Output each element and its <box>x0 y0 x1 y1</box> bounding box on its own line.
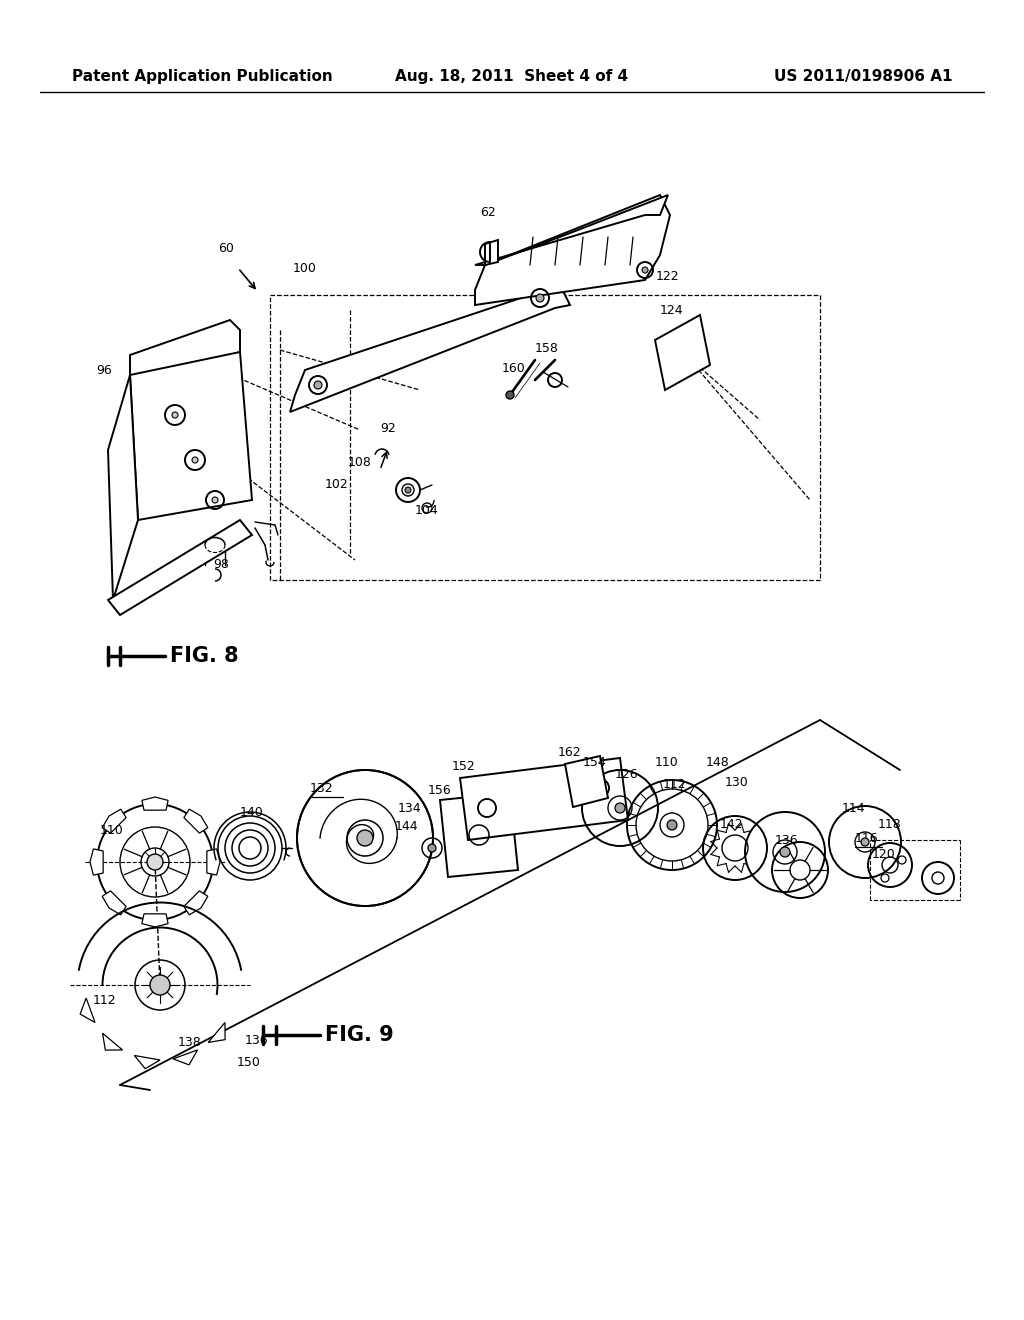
Text: FIG. 8: FIG. 8 <box>170 645 239 667</box>
Text: US 2011/0198906 A1: US 2011/0198906 A1 <box>773 69 952 83</box>
Circle shape <box>147 854 163 870</box>
Circle shape <box>536 294 544 302</box>
Text: 160: 160 <box>502 362 525 375</box>
Polygon shape <box>142 797 168 810</box>
Polygon shape <box>130 319 240 381</box>
Circle shape <box>861 838 869 846</box>
Text: 96: 96 <box>96 363 112 376</box>
Text: 150: 150 <box>237 1056 261 1068</box>
Circle shape <box>745 812 825 892</box>
Text: 62: 62 <box>480 206 496 219</box>
Circle shape <box>780 847 790 857</box>
Text: 134: 134 <box>398 801 422 814</box>
Text: 138: 138 <box>178 1035 202 1048</box>
Polygon shape <box>184 891 208 915</box>
Text: 118: 118 <box>878 817 902 830</box>
Text: 148: 148 <box>706 755 730 768</box>
Text: 110: 110 <box>100 824 124 837</box>
Polygon shape <box>655 315 710 389</box>
Polygon shape <box>475 195 670 305</box>
Circle shape <box>829 807 901 878</box>
Text: 112: 112 <box>663 779 687 792</box>
Text: 154: 154 <box>583 755 607 768</box>
Text: 60: 60 <box>218 242 233 255</box>
Circle shape <box>428 843 436 851</box>
Circle shape <box>172 412 178 418</box>
Polygon shape <box>173 1049 198 1065</box>
Text: 122: 122 <box>656 269 680 282</box>
Text: 144: 144 <box>395 820 419 833</box>
Text: 132: 132 <box>310 781 334 795</box>
Text: 124: 124 <box>660 304 684 317</box>
Text: 116: 116 <box>855 832 879 845</box>
Polygon shape <box>460 758 628 840</box>
Polygon shape <box>108 375 138 601</box>
Circle shape <box>212 498 218 503</box>
Polygon shape <box>90 849 103 875</box>
Text: 100: 100 <box>293 261 316 275</box>
Text: 114: 114 <box>842 801 865 814</box>
Polygon shape <box>565 756 608 807</box>
Polygon shape <box>207 849 220 875</box>
Text: 98: 98 <box>213 558 229 572</box>
Text: 130: 130 <box>725 776 749 788</box>
Text: 152: 152 <box>452 759 476 772</box>
Circle shape <box>642 267 648 273</box>
Text: 104: 104 <box>415 503 438 516</box>
Text: 92: 92 <box>380 421 395 434</box>
Text: FIG. 9: FIG. 9 <box>325 1026 394 1045</box>
Circle shape <box>667 820 677 830</box>
Circle shape <box>406 487 411 492</box>
Circle shape <box>297 770 433 906</box>
Polygon shape <box>142 913 168 927</box>
Polygon shape <box>108 520 252 615</box>
Polygon shape <box>102 1034 123 1051</box>
Text: 112: 112 <box>93 994 117 1006</box>
Polygon shape <box>290 285 570 412</box>
Circle shape <box>506 391 514 399</box>
Text: 162: 162 <box>558 747 582 759</box>
Text: 140: 140 <box>240 805 264 818</box>
Text: Aug. 18, 2011  Sheet 4 of 4: Aug. 18, 2011 Sheet 4 of 4 <box>395 69 629 83</box>
Circle shape <box>357 830 373 846</box>
Polygon shape <box>102 891 126 915</box>
Polygon shape <box>80 998 95 1023</box>
Text: 108: 108 <box>348 457 372 470</box>
Text: 158: 158 <box>535 342 559 355</box>
Polygon shape <box>184 809 208 833</box>
Circle shape <box>193 457 198 463</box>
Circle shape <box>314 381 322 389</box>
Text: 142: 142 <box>720 818 743 832</box>
Polygon shape <box>130 352 252 520</box>
Text: 102: 102 <box>325 479 349 491</box>
Polygon shape <box>475 195 668 265</box>
Circle shape <box>150 975 170 995</box>
Text: 120: 120 <box>872 849 896 862</box>
Text: 136: 136 <box>775 833 799 846</box>
Polygon shape <box>440 793 518 876</box>
Text: 136: 136 <box>245 1034 268 1047</box>
Polygon shape <box>208 1023 225 1043</box>
Circle shape <box>615 803 625 813</box>
Polygon shape <box>102 809 126 833</box>
Text: 156: 156 <box>428 784 452 796</box>
Text: Patent Application Publication: Patent Application Publication <box>72 69 333 83</box>
Polygon shape <box>134 1056 160 1069</box>
Polygon shape <box>485 240 498 265</box>
Text: 126: 126 <box>615 768 639 781</box>
Text: 110: 110 <box>655 755 679 768</box>
